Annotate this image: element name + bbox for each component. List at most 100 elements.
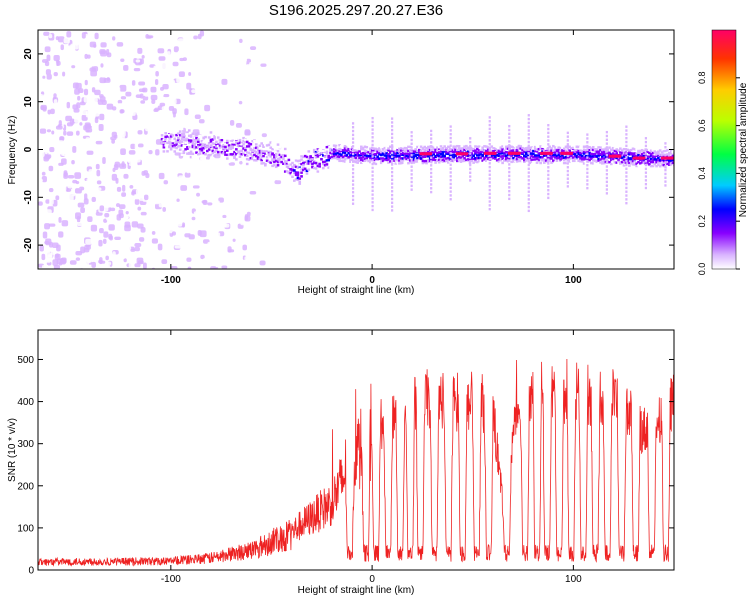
heatmap-cell [356,158,360,162]
heatmap-cell [371,147,374,150]
heatmap-cell [200,149,204,152]
heatmap-cell [233,154,236,158]
heatmap-cell [331,157,334,160]
heatmap-cell [358,159,361,163]
heatmap-cell [657,163,660,167]
heatmap-cell [96,180,102,185]
heatmap-cell [58,120,62,127]
heatmap-cell [566,162,569,165]
heatmap-cell [555,159,559,162]
heatmap-cell [379,153,383,157]
heatmap-cell [318,168,321,171]
heatmap-cell [198,143,202,147]
heatmap-cell [294,165,298,169]
heatmap-cell [664,172,667,176]
heatmap-cell [291,125,298,131]
heatmap-cell [494,157,497,160]
heatmap-cell [177,127,180,130]
heatmap-cell [135,94,142,98]
heatmap-cell [396,151,399,155]
heatmap-cell [371,185,374,189]
heatmap-cell [527,121,530,125]
heatmap-cell [242,244,247,251]
heatmap-cell [267,149,271,153]
heatmap-cell [399,153,403,156]
heatmap-cell [69,260,77,265]
heatmap-cell [41,183,46,190]
heatmap-cell [430,175,433,179]
heatmap-cell [642,151,646,154]
heatmap-cell [648,163,651,166]
heatmap-cell [339,77,347,81]
heatmap-cell [499,152,503,155]
heatmap-cell [197,229,202,236]
heatmap-cell [591,159,595,162]
heatmap-cell [256,152,260,156]
heatmap-cell [233,83,237,89]
heatmap-cell [649,157,653,161]
heatmap-cell [628,153,631,156]
heatmap-cell [211,142,215,145]
heatmap-cell [48,223,56,227]
heatmap-cell [452,147,456,150]
heatmap-cell [340,148,343,152]
heatmap-cell [155,79,159,85]
heatmap-cell [334,144,338,148]
heatmap-cell [595,159,599,163]
heatmap-cell [63,130,67,136]
heatmap-cell [260,155,263,158]
heatmap-cell [253,159,256,162]
heatmap-cell [396,161,399,164]
heatmap-cell [298,180,302,184]
heatmap-cell [323,164,327,167]
heatmap-cell [187,145,191,149]
heatmap-cell [320,151,323,155]
heatmap-cell [222,135,225,139]
heatmap-cell [251,157,254,161]
heatmap-cell [332,144,336,147]
heatmap-cell [302,181,307,185]
heatmap-cell [537,147,541,151]
heatmap-cell [74,88,80,95]
heatmap-cell [479,156,483,159]
heatmap-cell [391,163,394,166]
heatmap-cell [600,157,604,160]
heatmap-cell [269,32,276,37]
heatmap-cell [325,150,329,153]
heatmap-cell [256,157,260,160]
heatmap-cell [588,158,591,162]
heatmap-peak [668,156,672,160]
heatmap-cell [341,151,345,154]
heatmap-cell [229,147,233,151]
heatmap-cell [581,154,584,158]
heatmap-cell [497,160,501,163]
heatmap-cell [640,164,644,167]
heatmap-cell [419,145,423,148]
heatmap-cell [207,136,211,139]
heatmap-cell [664,145,667,149]
heatmap-cell [209,138,213,142]
heatmap-cell [198,152,202,155]
heatmap-cell [390,145,394,149]
heatmap-cell [155,228,161,234]
heatmap-cell [553,153,557,157]
heatmap-cell [72,146,77,153]
heatmap-cell [527,137,530,140]
heatmap-cell [244,153,247,157]
heatmap-cell [121,161,125,168]
heatmap-cell [101,180,107,185]
heatmap-cell [177,50,183,56]
heatmap-cell [479,159,483,163]
heatmap-peak [615,154,619,158]
heatmap-cell [267,160,271,164]
heatmap-cell [407,149,410,153]
heatmap-cell [244,256,248,263]
heatmap-cell [410,146,413,149]
heatmap-cell [441,148,445,152]
heatmap-cell [666,162,669,166]
heatmap-cell [141,170,146,176]
heatmap-cell [593,153,597,156]
heatmap-cell [293,55,300,62]
heatmap-cell [527,205,530,209]
heatmap-cell [252,55,258,60]
